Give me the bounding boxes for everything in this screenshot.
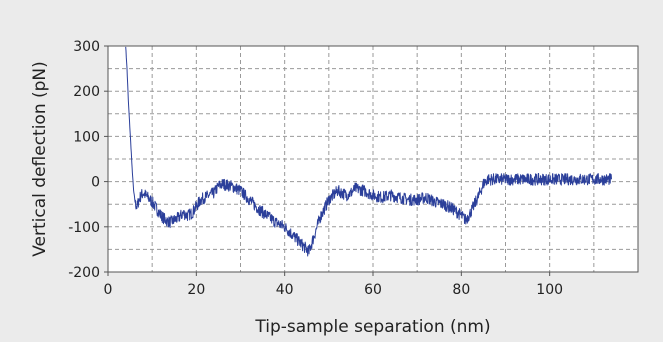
x-tick-label: 20 — [187, 282, 205, 298]
grid-lines — [108, 46, 638, 272]
x-axis-ticks: 0 20 40 60 80 100 — [104, 272, 563, 298]
series-layer — [125, 46, 612, 257]
y-tick-label: 100 — [73, 129, 100, 145]
y-axis-ticks: -200 -100 0 100 200 300 — [68, 39, 108, 281]
x-tick-label: 80 — [452, 282, 470, 298]
y-tick-label: 0 — [91, 175, 100, 191]
x-tick-label: 60 — [364, 282, 382, 298]
data-series-line — [125, 46, 612, 257]
y-axis-label: Vertical deflection (pN) — [30, 61, 50, 257]
x-tick-label: 100 — [536, 282, 563, 298]
x-axis-label: Tip-sample separation (nm) — [254, 317, 490, 337]
y-tick-label: -100 — [68, 220, 100, 236]
y-tick-label: 200 — [73, 84, 100, 100]
y-tick-label: -200 — [68, 265, 100, 281]
y-tick-label: 300 — [73, 39, 100, 55]
x-tick-label: 40 — [276, 282, 294, 298]
x-tick-label: 0 — [104, 282, 113, 298]
